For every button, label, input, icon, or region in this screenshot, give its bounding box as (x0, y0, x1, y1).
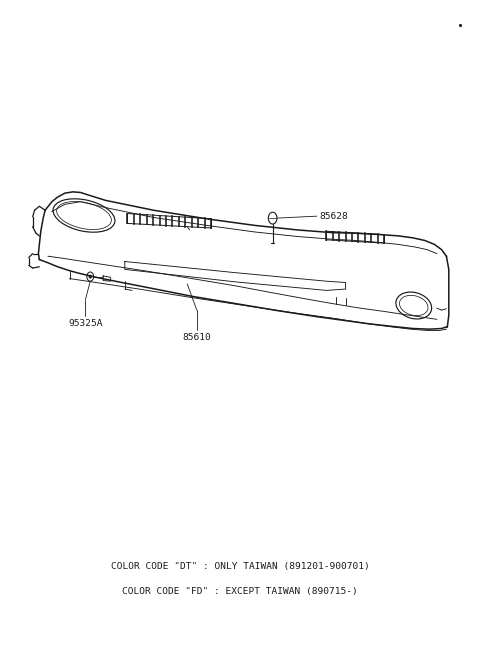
Circle shape (89, 275, 91, 278)
Text: 85610: 85610 (182, 333, 211, 342)
Text: 85628: 85628 (319, 212, 348, 221)
Text: COLOR CODE "DT" : ONLY TAIWAN (891201-900701): COLOR CODE "DT" : ONLY TAIWAN (891201-90… (110, 562, 370, 571)
Text: 95325A: 95325A (68, 319, 103, 328)
Text: COLOR CODE "FD" : EXCEPT TAIWAN (890715-): COLOR CODE "FD" : EXCEPT TAIWAN (890715-… (122, 587, 358, 596)
